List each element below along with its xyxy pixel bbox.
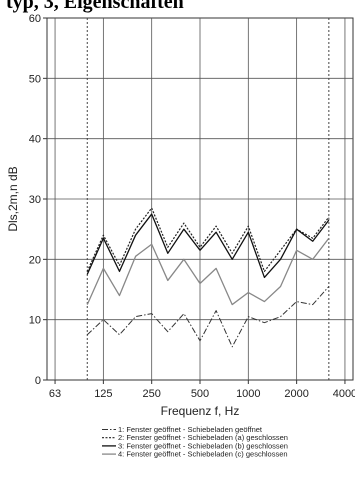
y-tick-label: 30: [29, 194, 41, 206]
y-tick-label: 0: [35, 375, 41, 387]
x-tick-label: 2000: [284, 388, 308, 400]
series-1-line: [86, 286, 330, 348]
y-axis-title: Dls,2m,n dB: [6, 166, 20, 231]
y-tick-label: 20: [29, 254, 41, 266]
x-axis-title: Frequenz f, Hz: [161, 404, 240, 418]
header-text: typ, 3, Eigenschaften: [6, 0, 184, 13]
legend-label: 3: Fenster geöffnet - Schiebeladen (b) g…: [118, 441, 288, 450]
legend-label: 2: Fenster geöffnet - Schiebeladen (a) g…: [118, 433, 288, 442]
y-tick-label: 40: [29, 134, 41, 146]
x-tick-label: 1000: [236, 388, 260, 400]
x-tick-label: 63: [49, 388, 61, 400]
series-4-line: [86, 237, 330, 306]
x-tick-label: 4000: [333, 388, 355, 400]
x-tick-label: 125: [94, 388, 112, 400]
legend-label: 4: Fenster geöffnet - Schiebeladen (c) g…: [118, 450, 288, 459]
legend-label: 1: Fenster geöffnet - Schiebeladen geöff…: [118, 425, 263, 434]
page-header: typ, 3, Eigenschaften: [0, 0, 355, 16]
x-tick-label: 250: [143, 388, 161, 400]
y-tick-label: 10: [29, 315, 41, 327]
y-tick-label: 50: [29, 73, 41, 85]
series-2-line: [86, 207, 330, 272]
x-tick-label: 500: [191, 388, 209, 400]
series-3-line: [86, 213, 330, 279]
y-tick-label: 60: [29, 13, 41, 25]
